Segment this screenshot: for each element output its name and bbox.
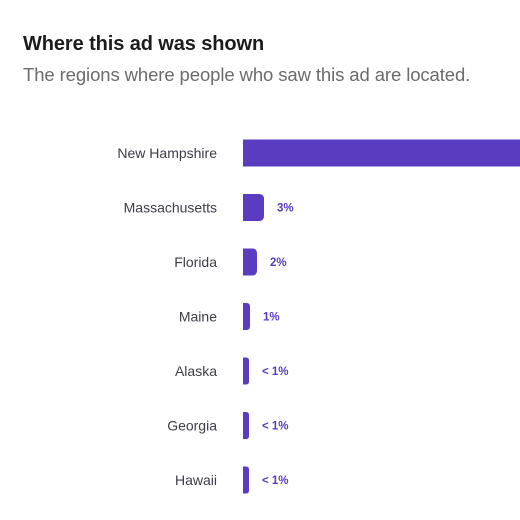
bar[interactable] (243, 412, 249, 439)
bar[interactable] (243, 194, 264, 221)
value-label: < 1% (262, 366, 289, 378)
category-label: Maine (179, 309, 217, 325)
category-label: Massachusetts (124, 200, 217, 216)
bar[interactable] (243, 139, 520, 167)
value-label: < 1% (262, 475, 289, 487)
bar[interactable] (243, 248, 257, 276)
category-label: Hawaii (175, 472, 217, 488)
chart-subtitle: The regions where people who saw this ad… (23, 64, 471, 85)
category-label: New Hampshire (117, 145, 217, 161)
category-label: Alaska (175, 363, 217, 379)
bar[interactable] (243, 357, 249, 385)
category-label: Georgia (167, 418, 217, 434)
value-label: 3% (277, 203, 294, 215)
bar[interactable] (243, 303, 250, 330)
category-label: Florida (174, 254, 217, 270)
value-label: < 1% (262, 421, 289, 433)
value-label: 2% (270, 257, 287, 269)
chart-title: Where this ad was shown (23, 33, 265, 55)
value-label: 1% (263, 312, 280, 324)
bar[interactable] (243, 466, 249, 494)
